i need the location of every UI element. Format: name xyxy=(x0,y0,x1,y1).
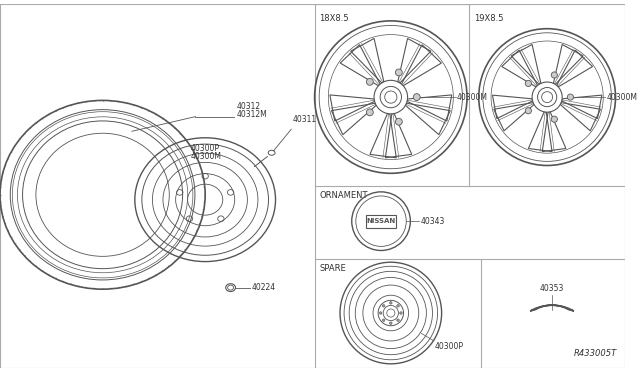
Text: 40224: 40224 xyxy=(252,283,276,292)
Circle shape xyxy=(367,78,373,85)
Text: 18X8.5: 18X8.5 xyxy=(319,14,349,23)
Circle shape xyxy=(491,41,604,153)
Circle shape xyxy=(413,94,420,100)
Circle shape xyxy=(328,35,453,160)
Circle shape xyxy=(551,116,557,122)
Text: 40311: 40311 xyxy=(293,115,317,125)
Circle shape xyxy=(385,91,397,103)
Circle shape xyxy=(551,72,557,78)
Text: 40300M: 40300M xyxy=(191,152,221,161)
Circle shape xyxy=(397,305,399,307)
Circle shape xyxy=(380,86,401,108)
Text: 19X8.5: 19X8.5 xyxy=(474,14,504,23)
Circle shape xyxy=(525,80,531,87)
Circle shape xyxy=(374,80,408,114)
Circle shape xyxy=(380,312,382,314)
Text: 40300M: 40300M xyxy=(457,93,488,102)
Text: 40300P: 40300P xyxy=(191,144,220,153)
Text: NISSAN: NISSAN xyxy=(367,218,396,224)
Text: 40300M: 40300M xyxy=(607,93,637,102)
Circle shape xyxy=(541,92,552,103)
Text: R433005T: R433005T xyxy=(574,349,618,358)
Circle shape xyxy=(532,82,562,112)
Circle shape xyxy=(525,108,531,114)
Circle shape xyxy=(390,322,392,324)
Text: 40300P: 40300P xyxy=(435,342,464,351)
Text: ORNAMENT: ORNAMENT xyxy=(319,191,368,200)
Circle shape xyxy=(567,94,573,100)
Circle shape xyxy=(397,319,399,321)
Circle shape xyxy=(396,69,403,76)
Text: 40312M: 40312M xyxy=(236,110,267,119)
Text: 40343: 40343 xyxy=(420,217,445,226)
Text: 40312: 40312 xyxy=(236,102,260,111)
Text: 40353: 40353 xyxy=(540,285,564,294)
Circle shape xyxy=(400,312,403,314)
Text: SPARE: SPARE xyxy=(319,264,346,273)
Bar xyxy=(366,215,396,228)
Circle shape xyxy=(390,302,392,304)
Circle shape xyxy=(382,305,385,307)
Circle shape xyxy=(367,109,373,116)
Circle shape xyxy=(538,87,557,107)
Circle shape xyxy=(382,319,385,321)
Circle shape xyxy=(396,118,403,125)
